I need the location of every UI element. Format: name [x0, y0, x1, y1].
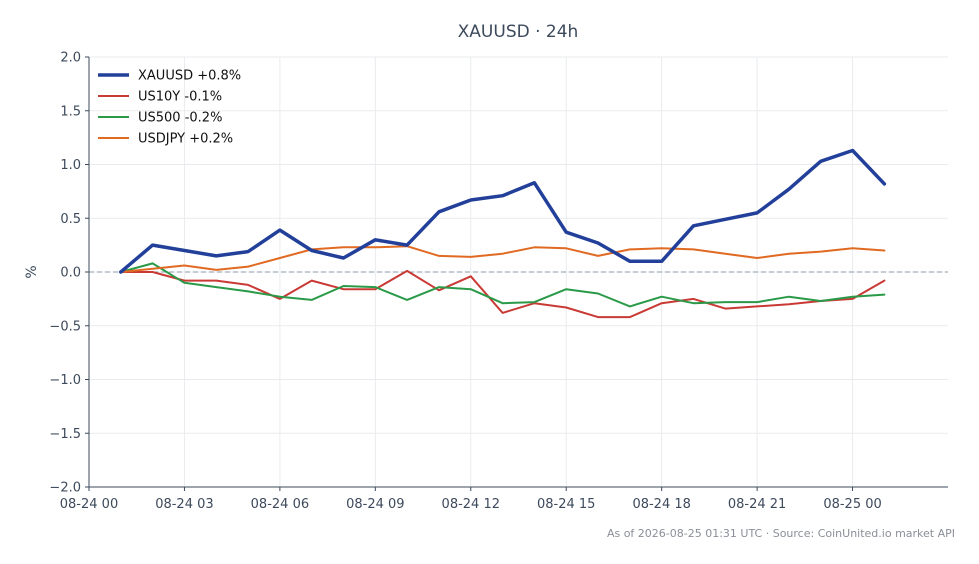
y-axis-label: % — [24, 265, 40, 278]
y-tick-label: 1.5 — [60, 104, 81, 119]
y-axis-ticks: 2.0 1.5 1.0 0.5 0.0 −0.5 −1.0 −1.5 −2.0 — [49, 51, 89, 496]
series-line — [119, 262, 886, 308]
legend-label: XAUUSD +0.8% — [138, 69, 241, 84]
y-tick-label: −1.5 — [49, 427, 81, 442]
x-tick-label: 08-24 18 — [632, 497, 690, 512]
legend: XAUUSD +0.8% US10Y -0.1% US500 -0.2% USDJPY… — [98, 69, 241, 147]
y-tick-label: −2.0 — [49, 481, 81, 496]
legend-label: USDJPY +0.2% — [138, 132, 233, 147]
series-line — [119, 245, 886, 273]
x-tick-label: 08-24 21 — [728, 497, 786, 512]
legend-label: US500 -0.2% — [138, 111, 222, 126]
series-line — [119, 269, 886, 319]
x-axis-ticks: 08-24 00 08-24 03 08-24 06 08-24 09 08-24 12… — [60, 487, 882, 512]
y-tick-label: 1.0 — [60, 158, 81, 173]
series-lines — [119, 148, 887, 319]
x-tick-label: 08-24 15 — [537, 497, 595, 512]
y-tick-label: −1.0 — [49, 373, 81, 388]
x-tick-label: 08-24 00 — [60, 497, 118, 512]
y-tick-label: 2.0 — [60, 51, 81, 66]
y-tick-label: 0.5 — [60, 212, 81, 227]
footer-note: As of 2026-08-25 01:31 UTC · Source: Coi… — [607, 527, 955, 540]
x-tick-label: 08-24 12 — [442, 497, 500, 512]
chart-title: XAUUSD · 24h — [458, 22, 579, 42]
x-tick-label: 08-24 03 — [155, 497, 213, 512]
x-tick-label: 08-24 06 — [251, 497, 309, 512]
x-tick-label: 08-25 00 — [823, 497, 881, 512]
series-line — [119, 148, 887, 274]
y-tick-label: −0.5 — [49, 319, 81, 334]
x-tick-label: 08-24 09 — [346, 497, 404, 512]
y-tick-label: 0.0 — [60, 266, 81, 281]
legend-label: US10Y -0.1% — [138, 90, 222, 105]
